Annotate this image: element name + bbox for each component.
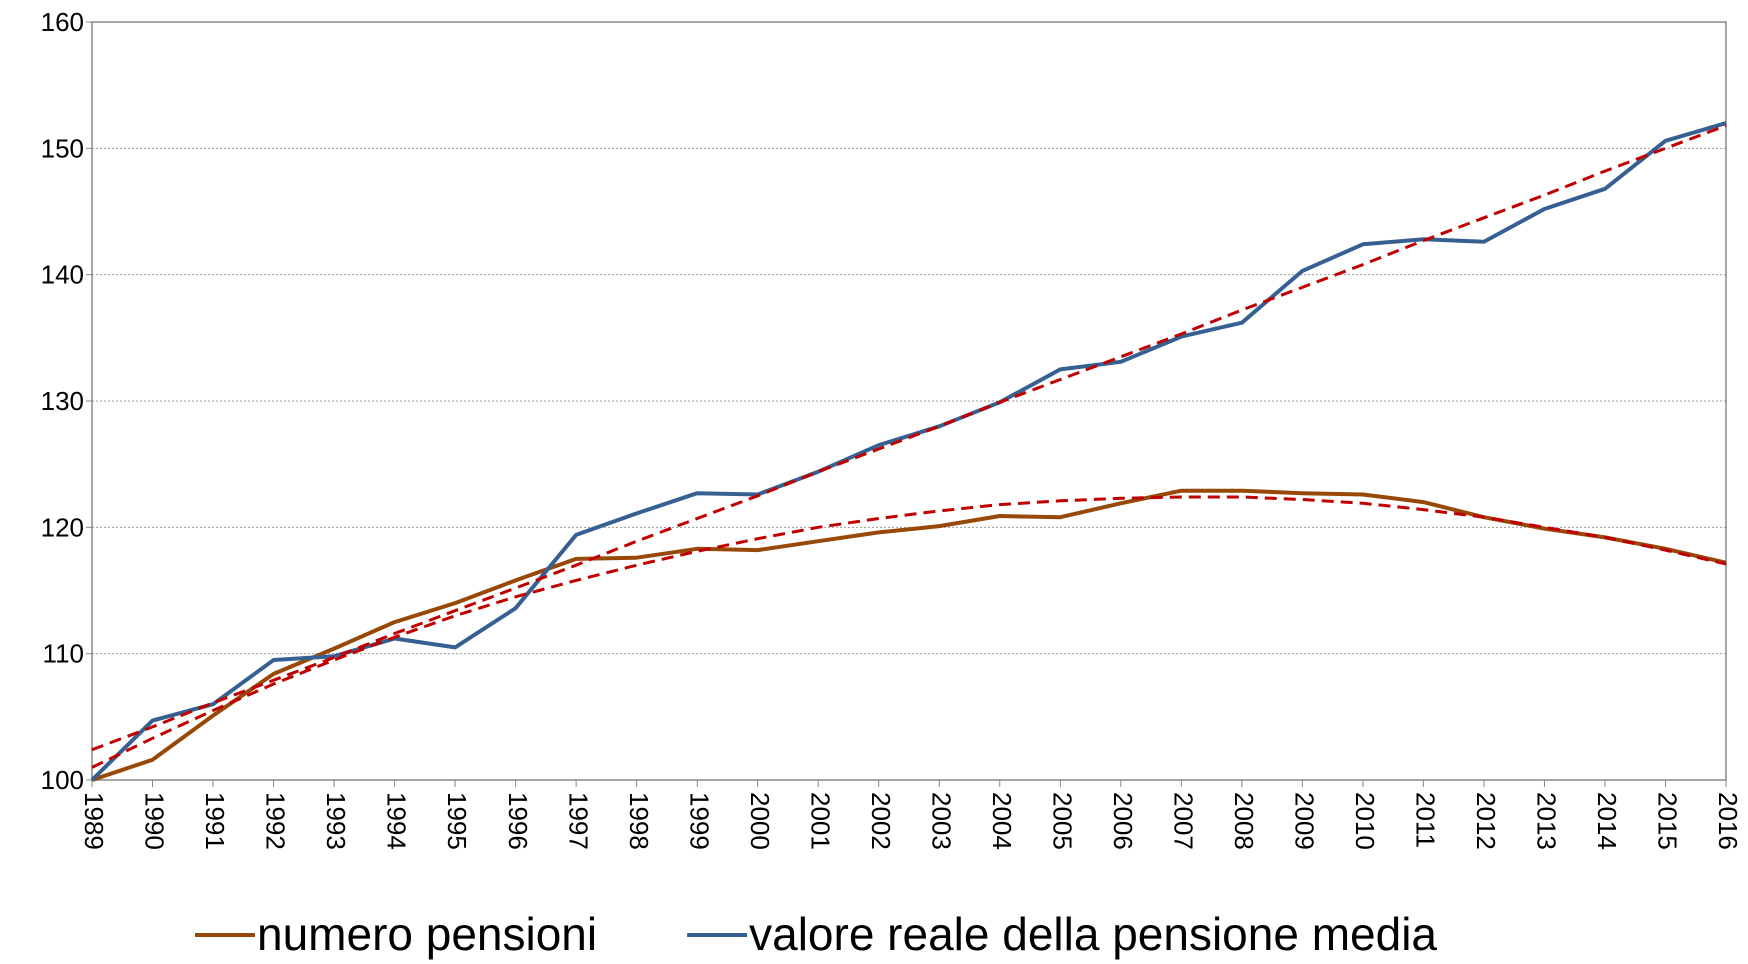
- x-tick-label: 1997: [563, 792, 593, 850]
- legend-label: valore reale della pensione media: [749, 908, 1437, 960]
- x-tick-label: 2001: [805, 792, 835, 850]
- x-tick-label: 2011: [1411, 792, 1441, 848]
- legend: numero pensioni valore reale della pensio…: [195, 908, 1437, 960]
- plot-border: [91, 21, 1727, 781]
- y-tick-label: 160: [41, 7, 84, 37]
- x-tick-label: 2012: [1471, 792, 1501, 850]
- x-tick-label: 1993: [321, 792, 351, 850]
- x-tick-label: 1989: [79, 792, 109, 850]
- x-tick-label: 2003: [926, 792, 956, 850]
- x-tick-label: 1999: [684, 792, 714, 850]
- y-tick-label: 150: [41, 133, 84, 163]
- x-tick-label: 2006: [1108, 792, 1138, 850]
- series-line: [91, 488, 1727, 782]
- y-tick-label: 120: [41, 512, 84, 542]
- legend-label: numero pensioni: [257, 908, 597, 960]
- x-tick-label: 2002: [866, 792, 896, 850]
- y-tick-label: 100: [41, 765, 84, 795]
- x-tick-label: 1992: [261, 792, 291, 850]
- x-tick-label: 2014: [1592, 792, 1622, 850]
- trend-line: [91, 124, 1727, 752]
- trend-line: [91, 495, 1727, 769]
- x-tick-label: 2010: [1350, 792, 1380, 850]
- y-tick-label: 110: [43, 639, 84, 669]
- x-tick-label: 2005: [1047, 792, 1077, 850]
- x-tick-label: 2004: [987, 792, 1017, 850]
- x-tick-label: 2009: [1289, 792, 1319, 850]
- series-line: [90, 121, 1727, 782]
- x-tick-label: 2013: [1532, 792, 1562, 850]
- x-tick-label: 2008: [1229, 792, 1259, 850]
- y-tick-label: 130: [41, 386, 84, 416]
- x-tick-label: 2000: [745, 792, 775, 850]
- x-tick-label: 1990: [140, 792, 170, 850]
- x-tick-label: 1995: [442, 792, 472, 850]
- x-tick-label: 1996: [503, 792, 533, 850]
- x-tick-label: 2007: [1168, 792, 1198, 850]
- x-tick-label: 2016: [1713, 792, 1743, 850]
- x-tick-label: 1998: [624, 792, 654, 850]
- x-tick-label: 1994: [382, 792, 412, 850]
- y-tick-label: 140: [41, 260, 84, 290]
- x-tick-label: 2015: [1653, 792, 1683, 850]
- x-tick-label: 1991: [200, 792, 230, 850]
